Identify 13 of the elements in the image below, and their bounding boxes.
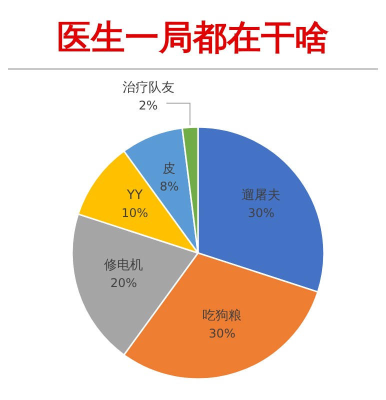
chart-title: 医生一局都在干啥 (8, 8, 378, 70)
slice-label: 治疗队友 (122, 80, 174, 96)
data-label: 8% (160, 179, 179, 194)
slice-label: 吃狗粮 (202, 308, 242, 324)
slice-label: 修电机 (104, 258, 144, 274)
data-label: 2% (138, 98, 158, 112)
data-label: 20% (110, 276, 138, 290)
data-label: 30% (248, 206, 275, 220)
slice-label: 皮 (162, 161, 176, 176)
data-label: 10% (121, 206, 148, 220)
slice-label: YY (126, 188, 143, 204)
slice-label: 遛屠夫 (242, 188, 281, 204)
data-label: 30% (208, 326, 236, 340)
